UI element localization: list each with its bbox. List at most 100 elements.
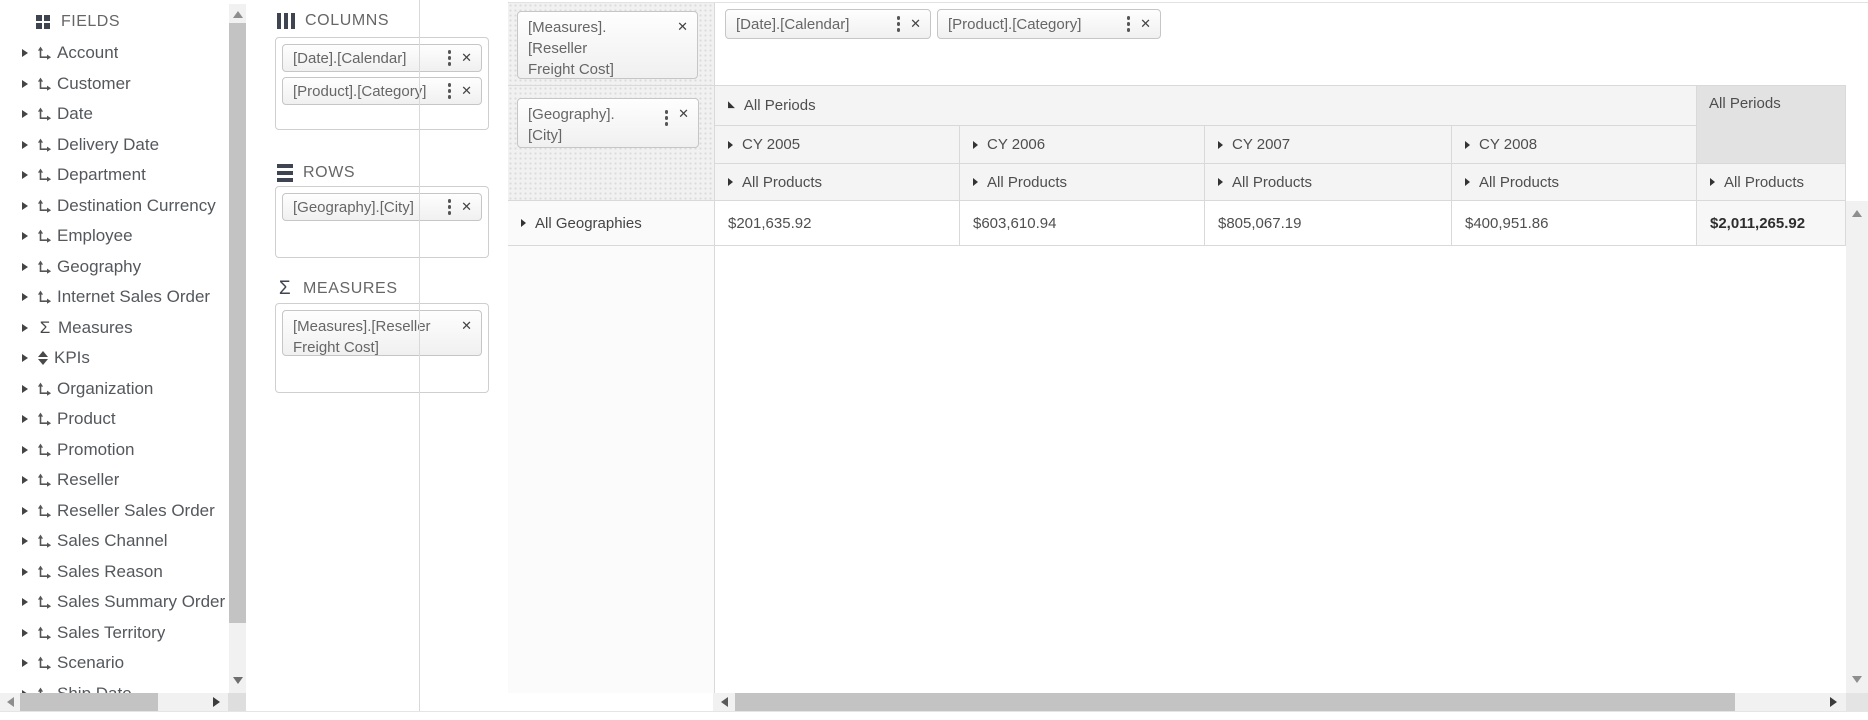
field-item[interactable]: Σ Internet Sales Order [0,282,229,313]
chip-menu-icon[interactable] [1125,14,1133,34]
value-cell[interactable]: $201,635.92 [715,201,960,246]
field-item[interactable]: Σ Sales Channel [0,526,229,557]
field-item[interactable]: Σ Organization [0,374,229,405]
field-item[interactable]: Σ Account [0,38,229,69]
field-item[interactable]: Σ Reseller Sales Order [0,496,229,527]
field-item[interactable]: Σ Reseller [0,465,229,496]
expand-arrow-icon[interactable] [22,628,28,637]
expand-arrow-icon[interactable] [22,140,28,149]
expand-collapsed-icon[interactable] [521,219,526,227]
chip-remove-icon[interactable]: ✕ [461,83,472,99]
measures-drop-zone[interactable]: [Measures].[Reseller Freight Cost] ✕ [275,303,489,393]
chip-menu-icon[interactable] [895,14,903,34]
chip-menu-icon[interactable] [446,48,454,68]
scroll-left-icon[interactable] [7,697,14,707]
sidebar-horizontal-scrollbar[interactable] [0,693,228,711]
field-item[interactable]: Σ Delivery Date [0,130,229,161]
scroll-right-icon[interactable] [1830,697,1837,707]
column-header-year[interactable]: CY 2005 [715,126,960,164]
collapse-expanded-icon[interactable]: ◣ [728,100,735,110]
chip-remove-icon[interactable]: ✕ [1140,16,1151,32]
chip-remove-icon[interactable]: ✕ [461,50,472,66]
expand-collapsed-icon[interactable] [728,140,733,149]
expand-arrow-icon[interactable] [22,445,28,454]
expand-arrow-icon[interactable] [22,201,28,210]
column-header-all-products[interactable]: All Products [960,164,1205,201]
expand-arrow-icon[interactable] [22,232,28,241]
measure-field-chip[interactable]: [Measures]. [Reseller Freight Cost] ✕ [517,11,698,79]
chip-menu-icon[interactable] [446,81,454,101]
field-item[interactable]: Σ Scenario [0,648,229,679]
scroll-left-icon[interactable] [721,697,728,707]
field-item[interactable]: Σ Employee [0,221,229,252]
field-item[interactable]: Σ Sales Reason [0,557,229,588]
expand-collapsed-icon[interactable] [973,178,978,186]
expand-collapsed-icon[interactable] [1465,140,1470,149]
field-item[interactable]: Σ KPIs [0,343,229,374]
grand-total-all-products-header[interactable]: All Products [1697,164,1846,201]
chip-remove-icon[interactable]: ✕ [910,16,921,32]
pivot-horizontal-scrollbar[interactable] [713,693,1846,711]
field-item[interactable]: Σ Ship Date [0,679,229,693]
expand-arrow-icon[interactable] [22,171,28,180]
column-header-all-products[interactable]: All Products [1205,164,1452,201]
scroll-right-icon[interactable] [213,697,220,707]
chip-menu-icon[interactable] [663,108,671,128]
expand-collapsed-icon[interactable] [728,178,733,186]
chip-remove-icon[interactable]: ✕ [461,199,472,215]
rows-drop-zone[interactable]: [Geography].[City] ✕ [275,186,489,258]
sidebar-vscroll-thumb[interactable] [229,23,246,623]
column-field-chip[interactable]: [Date].[Calendar] ✕ [282,44,482,72]
field-item[interactable]: Σ Destination Currency [0,191,229,222]
column-header-all-products[interactable]: All Products [1452,164,1697,201]
sidebar-vertical-scrollbar[interactable] [229,4,246,693]
expand-arrow-icon[interactable] [22,354,28,363]
scroll-up-icon[interactable] [1852,210,1862,217]
scroll-down-icon[interactable] [233,677,243,684]
field-item[interactable]: Σ Promotion [0,435,229,466]
column-header-all-products[interactable]: All Products [715,164,960,201]
expand-arrow-icon[interactable] [22,110,28,119]
columns-drop-zone[interactable]: [Date].[Calendar] ✕ [Product].[Category]… [275,37,489,130]
expand-collapsed-icon[interactable] [1218,178,1223,186]
measure-field-chip[interactable]: [Measures].[Reseller Freight Cost] ✕ [282,310,482,356]
expand-arrow-icon[interactable] [22,476,28,485]
field-item[interactable]: Σ Customer [0,69,229,100]
column-header-year[interactable]: CY 2007 [1205,126,1452,164]
expand-arrow-icon[interactable] [22,598,28,607]
sidebar-hscroll-thumb[interactable] [20,693,158,711]
pivot-vertical-scrollbar[interactable] [1846,201,1868,693]
expand-arrow-icon[interactable] [22,79,28,88]
expand-arrow-icon[interactable] [22,659,28,668]
field-item[interactable]: Σ Sales Summary Order [0,587,229,618]
expand-arrow-icon[interactable] [22,384,28,393]
scroll-down-icon[interactable] [1852,676,1862,683]
expand-collapsed-icon[interactable] [1710,178,1715,186]
row-field-chip[interactable]: [Geography].[City] ✕ [282,193,482,221]
value-cell[interactable]: $400,951.86 [1452,201,1697,246]
expand-arrow-icon[interactable] [22,293,28,302]
expand-arrow-icon[interactable] [22,689,28,693]
field-item[interactable]: Σ Measures [0,313,229,344]
field-item[interactable]: Σ Sales Territory [0,618,229,649]
chip-remove-icon[interactable]: ✕ [461,319,472,334]
column-header-all-periods[interactable]: ◣ All Periods [715,85,1697,126]
field-item[interactable]: Σ Department [0,160,229,191]
expand-arrow-icon[interactable] [22,262,28,271]
grand-total-value-cell[interactable]: $2,011,265.92 [1697,201,1846,246]
expand-arrow-icon[interactable] [22,567,28,576]
expand-arrow-icon[interactable] [22,537,28,546]
expand-arrow-icon[interactable] [22,323,28,332]
expand-arrow-icon[interactable] [22,415,28,424]
column-header-year[interactable]: CY 2006 [960,126,1205,164]
column-header-year[interactable]: CY 2008 [1452,126,1697,164]
row-field-chip[interactable]: [Geography]. [City] ✕ [517,98,699,148]
expand-collapsed-icon[interactable] [1465,178,1470,186]
expand-collapsed-icon[interactable] [973,140,978,149]
field-item[interactable]: Σ Product [0,404,229,435]
expand-arrow-icon[interactable] [22,506,28,515]
expand-collapsed-icon[interactable] [1218,140,1223,149]
chip-menu-icon[interactable] [446,197,454,217]
chip-remove-icon[interactable]: ✕ [677,20,688,35]
row-header-all-geographies[interactable]: All Geographies [508,201,715,246]
